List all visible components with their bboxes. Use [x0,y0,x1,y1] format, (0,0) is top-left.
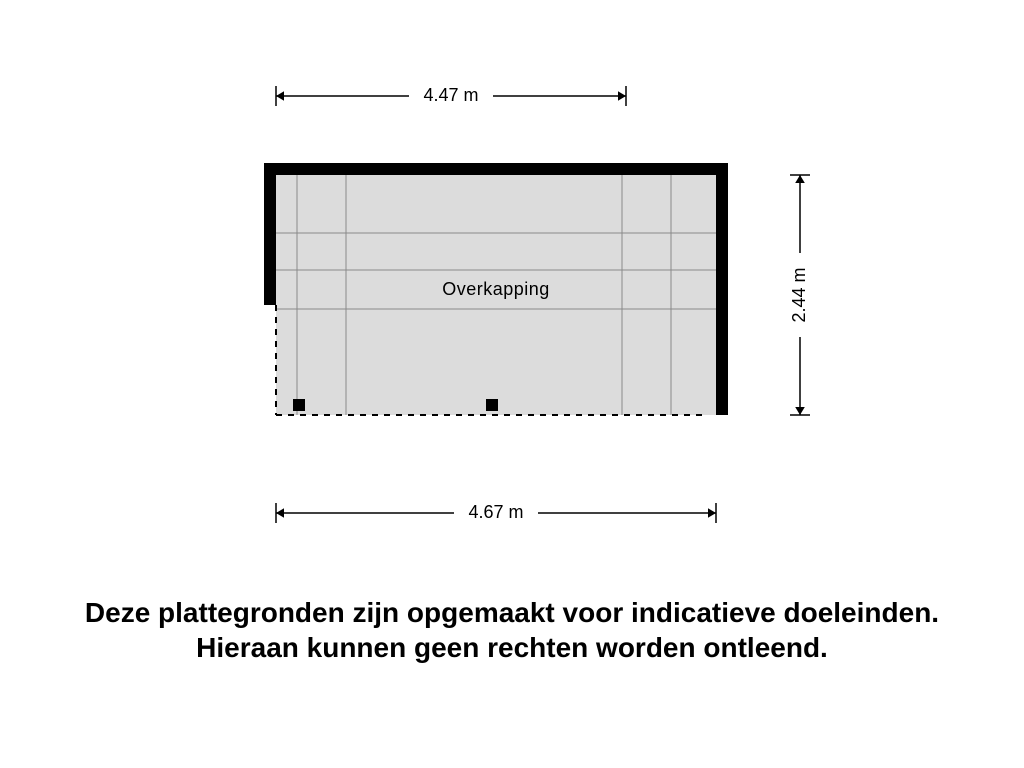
disclaimer-text: Deze plattegronden zijn opgemaakt voor i… [0,595,1024,665]
dimension-arrowhead [795,407,805,415]
room-label: Overkapping [442,279,550,299]
dimension-arrowhead [708,508,716,518]
support-post [293,399,305,411]
dimension-label: 4.47 m [423,85,478,105]
support-post [486,399,498,411]
dimension-label: 2.44 m [789,267,809,322]
dimension-label: 4.67 m [468,502,523,522]
dimension-arrowhead [276,508,284,518]
dimension-horizontal: 4.67 m [276,502,716,523]
dimension-arrowhead [795,175,805,183]
disclaimer-line-1: Deze plattegronden zijn opgemaakt voor i… [0,595,1024,630]
disclaimer-line-2: Hieraan kunnen geen rechten worden ontle… [0,630,1024,665]
wall-left-upper [264,163,276,305]
wall-right [716,163,728,415]
dimension-vertical: 2.44 m [789,175,810,415]
dimension-horizontal: 4.47 m [276,85,626,106]
wall-top [264,163,728,175]
dimension-arrowhead [276,91,284,101]
dimension-arrowhead [618,91,626,101]
